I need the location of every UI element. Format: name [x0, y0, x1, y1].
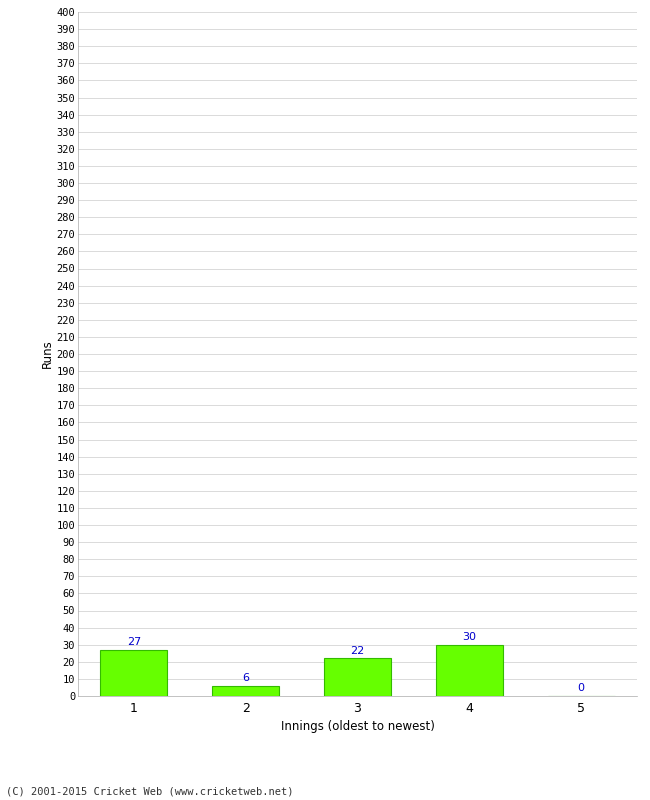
Text: 22: 22 [350, 646, 365, 656]
Bar [436, 645, 503, 696]
Bar [100, 650, 168, 696]
Text: 30: 30 [462, 632, 476, 642]
Text: 0: 0 [578, 683, 584, 694]
Text: 27: 27 [127, 638, 141, 647]
Bar [324, 658, 391, 696]
Text: (C) 2001-2015 Cricket Web (www.cricketweb.net): (C) 2001-2015 Cricket Web (www.cricketwe… [6, 786, 294, 796]
Y-axis label: Runs: Runs [41, 340, 54, 368]
Text: 6: 6 [242, 673, 249, 683]
Bar [212, 686, 280, 696]
X-axis label: Innings (oldest to newest): Innings (oldest to newest) [281, 720, 434, 733]
